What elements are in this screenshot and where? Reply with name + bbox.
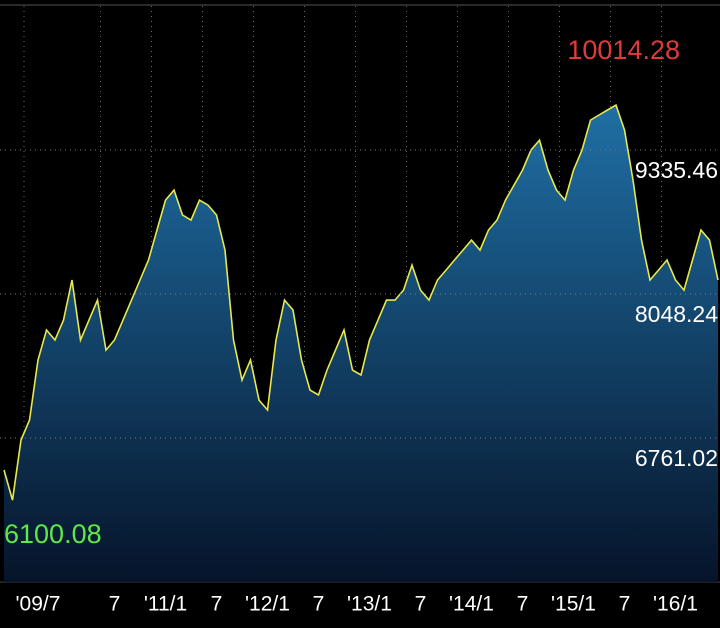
y-tick-label: 8048.24 [635, 301, 718, 327]
y-tick-label: 6761.02 [635, 445, 718, 471]
price-area [4, 105, 718, 582]
x-tick-label: 7 [415, 593, 427, 616]
x-tick-label: 7 [313, 593, 325, 616]
x-tick-label: '15/1 [551, 593, 596, 616]
x-tick-label: 7 [109, 593, 121, 616]
x-tick-label: '09/7 [16, 593, 61, 616]
x-tick-label: '11/1 [144, 593, 187, 616]
x-tick-label: 7 [517, 593, 529, 616]
x-tick-label: '12/1 [245, 593, 290, 616]
x-tick-label: '16/1 [653, 593, 698, 616]
x-tick-label: 7 [211, 593, 223, 616]
price-line [3, 103, 719, 501]
x-tick-label: 7 [619, 593, 631, 616]
high-label: 10014.28 [567, 35, 680, 65]
y-tick-label: 9335.46 [635, 157, 718, 183]
x-tick-label: '14/1 [449, 593, 494, 616]
x-tick-label: '13/1 [347, 593, 392, 616]
low-label: 6100.08 [4, 519, 102, 549]
